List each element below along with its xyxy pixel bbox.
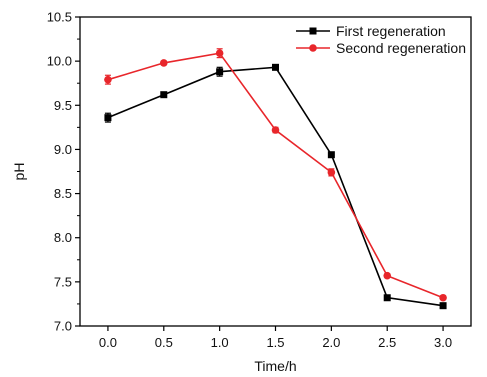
data-point	[327, 151, 335, 159]
y-tick-label: 9.5	[54, 98, 72, 113]
y-tick-label: 10.0	[47, 54, 72, 69]
series-2	[104, 48, 447, 302]
data-point	[159, 59, 168, 67]
data-point	[104, 75, 112, 84]
x-axis-title: Time/h	[254, 358, 296, 374]
data-point	[271, 126, 280, 134]
data-point	[439, 302, 447, 310]
y-tick-label: 7.0	[54, 319, 72, 334]
data-point	[272, 63, 279, 71]
x-tick-label: 0.0	[99, 335, 117, 350]
x-tick-label: 1.0	[211, 335, 229, 350]
x-tick-label: 2.5	[378, 335, 396, 350]
data-point	[383, 271, 392, 280]
series-1	[104, 63, 447, 310]
plot-frame	[79, 16, 472, 327]
y-tick-label: 8.0	[54, 230, 72, 245]
data-point	[215, 49, 224, 57]
data-point	[439, 293, 447, 302]
legend-label: Second regeneration	[336, 40, 466, 56]
y-tick-label: 7.5	[54, 274, 72, 289]
y-tick-label: 10.5	[47, 10, 72, 25]
data-point	[216, 68, 224, 76]
data-point	[104, 114, 112, 122]
data-point	[383, 294, 391, 302]
series-line	[107, 52, 444, 299]
x-tick-label: 0.5	[155, 335, 173, 350]
data-point	[327, 168, 336, 177]
y-tick-label: 9.0	[54, 142, 72, 157]
x-tick-label: 1.5	[266, 335, 284, 350]
y-tick-label: 8.5	[54, 186, 72, 201]
legend-marker	[309, 44, 317, 52]
legend-marker	[309, 27, 317, 35]
series-line	[107, 66, 444, 307]
x-tick-label: 3.0	[434, 335, 452, 350]
y-axis-title: pH	[11, 163, 27, 181]
data-point	[160, 91, 168, 99]
x-tick-label: 2.0	[322, 335, 340, 350]
legend-label: First regeneration	[336, 23, 446, 39]
